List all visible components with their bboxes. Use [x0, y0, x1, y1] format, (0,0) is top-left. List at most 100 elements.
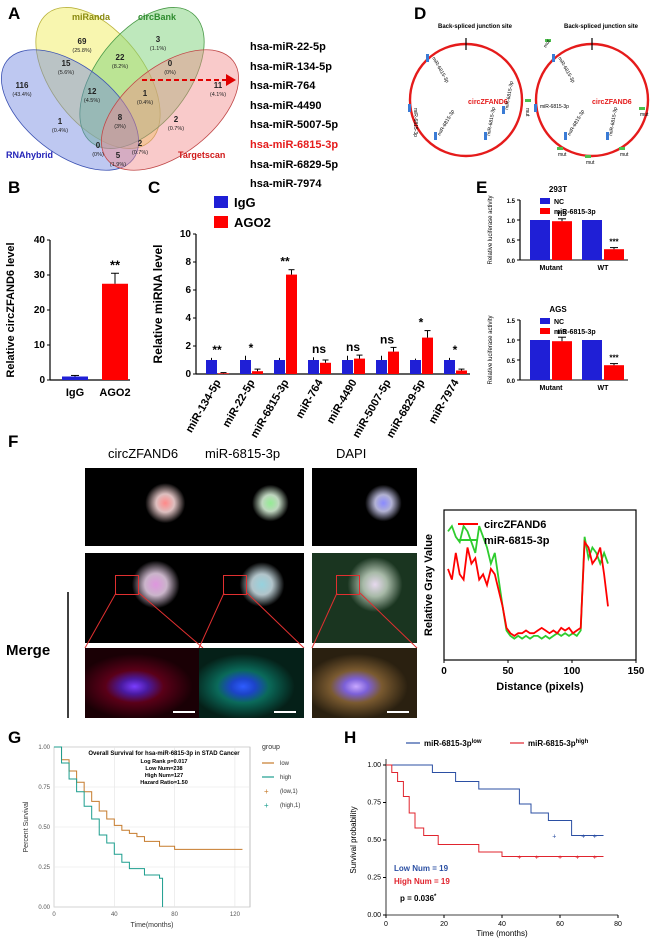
binding-site-label: miR-6815-3p — [540, 104, 569, 110]
venn-arrow-head — [226, 74, 236, 86]
censor-mark: + — [552, 834, 556, 841]
panel-label-f: F — [8, 432, 19, 451]
stat-line: Hazard Ratio=1.50 — [140, 780, 188, 786]
mutation-label: mut — [620, 152, 629, 158]
y-tick-label: 20 — [34, 305, 46, 316]
significance-marker: *** — [609, 238, 619, 247]
venn-set-rnahybrid — [0, 49, 140, 171]
binding-site-marker — [502, 106, 505, 114]
legend-swatch — [540, 318, 550, 324]
x-tick-label: 0 — [52, 912, 56, 918]
chart-title: Overall Survival for hsa-miR-6815-3p in … — [88, 751, 240, 757]
legend-label: AGO2 — [234, 215, 271, 230]
circrna-name-right: circZFAND6 — [592, 99, 632, 106]
pvalue-label: p = 0.036* — [400, 894, 437, 903]
legend-label-low: miR-6815-3plow — [424, 739, 482, 748]
mirna-list-item: hsa-miR-6829-5p — [250, 158, 339, 171]
column-title-mir: miR-6815-3p — [205, 446, 281, 461]
circrna-binding-schematic: Back-spliced junction site Back-spliced … — [408, 24, 650, 166]
bar-nc — [530, 220, 550, 260]
mutation-marker — [619, 147, 625, 150]
bar-nc — [582, 220, 602, 260]
binding-site-label: miR-6815-3p — [486, 107, 497, 137]
venn-region-count: 1 — [143, 89, 148, 98]
mutation-marker — [525, 99, 531, 102]
venn-region-percent: (0.7%) — [168, 126, 184, 132]
legend-sup-low: low — [472, 739, 482, 745]
x-axis-label: Distance (pixels) — [496, 681, 584, 693]
venn-region-count: 1 — [58, 117, 63, 126]
survival-curve-low — [54, 746, 243, 850]
venn-region-percent: (1.1%) — [150, 46, 166, 52]
venn-region-count: 0 — [96, 141, 101, 150]
censor-mark: + — [558, 855, 562, 862]
venn-region-percent: (4.5%) — [84, 98, 100, 104]
significance-marker: *** — [609, 354, 619, 363]
x-tick-label: 100 — [564, 666, 581, 677]
x-tick-label: 50 — [502, 666, 514, 677]
bar-mir — [604, 365, 624, 380]
y-axis-label: Percent Survival — [23, 801, 30, 852]
venn-region-percent: (4.1%) — [210, 92, 226, 98]
bar-ago2 — [252, 371, 263, 374]
profile-line-circzfand6 — [447, 539, 609, 637]
y-tick-label: 4 — [185, 313, 191, 324]
mirna-list-item: hsa-miR-7974 — [250, 178, 322, 191]
legend-label: NC — [554, 199, 564, 206]
significance-marker: * — [419, 316, 424, 330]
mutation-label: mut — [640, 112, 649, 118]
panel-label-g: G — [8, 728, 22, 747]
bar-igg — [376, 360, 387, 374]
significance-marker: ns — [312, 342, 326, 356]
bar-mir — [552, 341, 572, 380]
chart-title: 293T — [549, 185, 567, 194]
binding-site-label: miR-6815-3p — [608, 107, 619, 137]
zoom-merge-red-blue — [85, 648, 203, 718]
y-tick-label: 10 — [180, 229, 192, 240]
mirna-list-item: hsa-miR-22-5p — [250, 41, 326, 53]
significance-marker: * — [249, 341, 254, 355]
significance-marker: ns — [557, 327, 567, 336]
mutation-marker — [585, 155, 591, 158]
panel-e-chart-ags: AGS 0.0 0.5 1.0 1.5 Relative luciferase activ… — [488, 305, 628, 392]
y-tick-label: 2 — [185, 341, 191, 352]
mirna-list-item: hsa-miR-6815-3p — [250, 138, 339, 151]
x-tick-label: miR-7974 — [427, 377, 462, 426]
x-tick-label: 60 — [556, 921, 564, 928]
mutation-label: mut — [586, 160, 595, 166]
mutation-label: mut — [524, 108, 530, 117]
binding-site-label: miR-6815-3p — [504, 81, 515, 111]
venn-region-count: 2 — [138, 139, 143, 148]
venn-region-count: 8 — [118, 113, 123, 122]
bar-igg — [274, 360, 285, 374]
x-tick-label: IgG — [66, 387, 84, 399]
column-title-dapi: DAPI — [336, 446, 367, 461]
legend-label: IgG — [234, 195, 256, 210]
y-tick-label: 0.5 — [507, 359, 516, 365]
censor-mark: + — [535, 855, 539, 862]
chart-title: AGS — [549, 305, 567, 314]
bar-ago2 — [388, 351, 399, 374]
x-tick-label: 120 — [230, 912, 241, 918]
bar-ago2 — [456, 370, 467, 374]
image-circzfand6 — [85, 468, 203, 546]
x-tick-label: miR-4490 — [325, 378, 360, 426]
venn-set-circbank — [79, 7, 205, 149]
binding-site-marker — [434, 132, 437, 140]
legend-label: NC — [554, 319, 564, 326]
censor-mark: + — [575, 855, 579, 862]
mutation-marker — [639, 107, 645, 110]
significance-marker: ns — [380, 332, 394, 346]
venn-label-rnahybrid: RNAhybrid — [6, 150, 53, 160]
x-tick-label: 40 — [111, 912, 118, 918]
x-tick-label: 150 — [628, 666, 645, 677]
y-tick-label: 1.00 — [38, 745, 50, 751]
censor-mark: + — [593, 855, 597, 862]
significance-marker: ns — [346, 340, 360, 354]
legend-label: miR-6815-3p — [554, 329, 596, 336]
survival-curve-high — [386, 764, 604, 857]
legend-sup-high: high — [576, 739, 589, 745]
x-tick-label: WT — [598, 265, 610, 272]
y-axis-label: Survival probability — [349, 806, 358, 873]
